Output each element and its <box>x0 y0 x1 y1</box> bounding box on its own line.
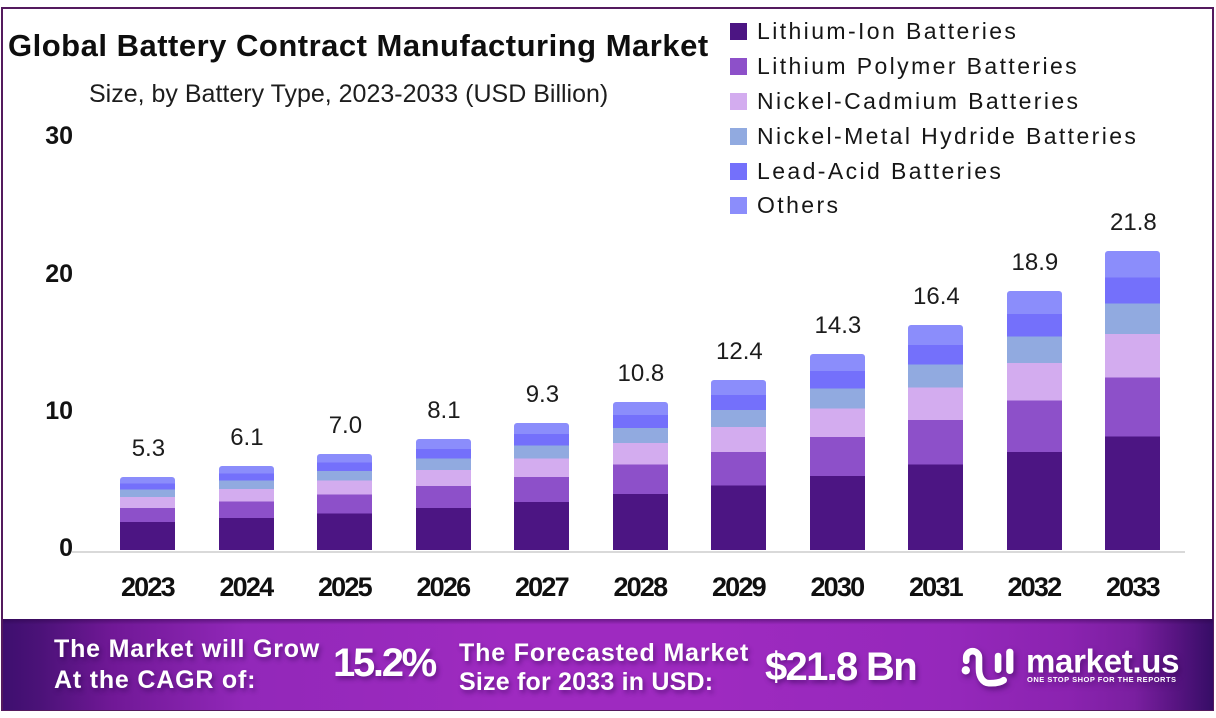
svg-text:market.us: market.us <box>1026 643 1179 680</box>
